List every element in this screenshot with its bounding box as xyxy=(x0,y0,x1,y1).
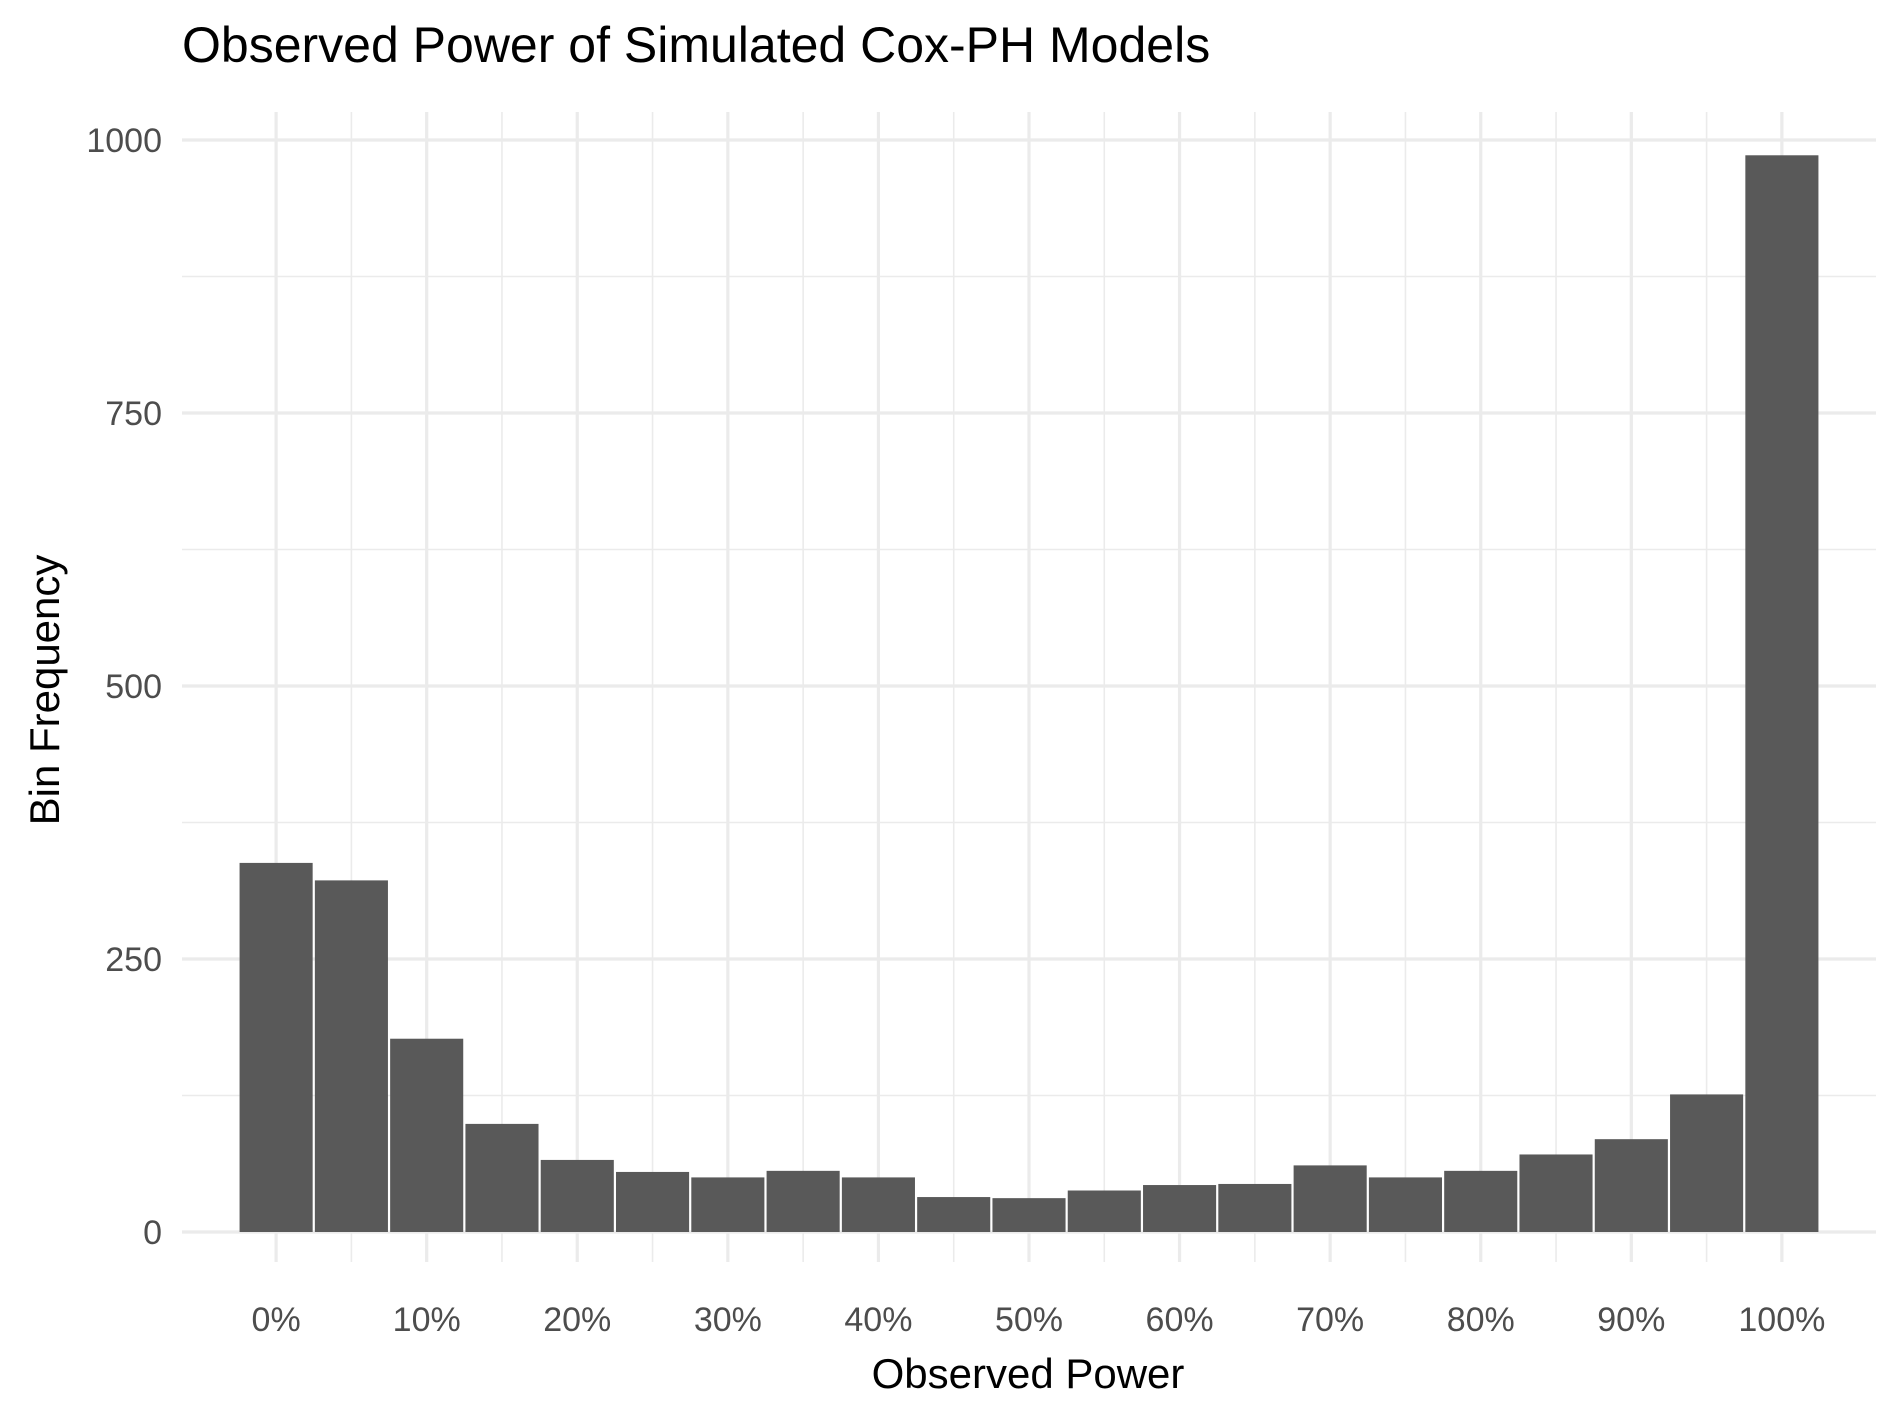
histogram-bar xyxy=(239,862,313,1232)
y-tick-label: 500 xyxy=(105,668,162,706)
chart-title: Observed Power of Simulated Cox-PH Model… xyxy=(182,17,1210,73)
x-tick-label: 100% xyxy=(1738,1301,1825,1339)
histogram-bar xyxy=(465,1123,539,1232)
histogram-bar xyxy=(1519,1154,1593,1232)
x-axis-tick-labels: 0% 10% 20% 30% 40% 50% 60% 70% 80% 90% 100% xyxy=(252,1301,1826,1339)
histogram-bar xyxy=(390,1038,464,1232)
x-tick-label: 80% xyxy=(1447,1301,1515,1339)
y-tick-label: 1000 xyxy=(86,122,162,160)
histogram-bar xyxy=(841,1177,915,1232)
histogram-bar xyxy=(616,1171,690,1232)
histogram-bar xyxy=(1594,1139,1668,1232)
histogram-bar xyxy=(1293,1165,1367,1232)
x-tick-label: 40% xyxy=(844,1301,912,1339)
histogram-bar xyxy=(992,1198,1066,1232)
y-axis-tick-labels: 0 250 500 750 1000 xyxy=(86,122,162,1252)
x-tick-label: 60% xyxy=(1146,1301,1214,1339)
histogram-bar xyxy=(1218,1183,1292,1232)
histogram-bar xyxy=(1368,1177,1442,1232)
histogram-bar xyxy=(917,1197,991,1232)
x-tick-label: 90% xyxy=(1597,1301,1665,1339)
histogram-bar xyxy=(766,1170,840,1232)
x-tick-label: 50% xyxy=(995,1301,1063,1339)
y-tick-label: 250 xyxy=(105,941,162,979)
histogram-bar xyxy=(540,1159,614,1232)
histogram-bar xyxy=(1143,1185,1217,1232)
bars xyxy=(239,155,1819,1233)
y-tick-label: 750 xyxy=(105,395,162,433)
x-tick-label: 10% xyxy=(393,1301,461,1339)
histogram-bar xyxy=(1745,155,1819,1233)
histogram-bar xyxy=(691,1177,765,1232)
y-tick-label: 0 xyxy=(143,1214,162,1252)
x-tick-label: 70% xyxy=(1296,1301,1364,1339)
x-tick-label: 0% xyxy=(252,1301,301,1339)
gridlines xyxy=(182,112,1876,1262)
histogram-bar xyxy=(1444,1170,1518,1232)
histogram-bar xyxy=(1067,1190,1141,1232)
y-axis-title: Bin Frequency xyxy=(21,555,68,826)
histogram-bar xyxy=(314,880,388,1232)
x-tick-label: 20% xyxy=(543,1301,611,1339)
histogram-bar xyxy=(1670,1094,1744,1232)
x-axis-title: Observed Power xyxy=(872,1350,1185,1397)
x-tick-label: 30% xyxy=(694,1301,762,1339)
